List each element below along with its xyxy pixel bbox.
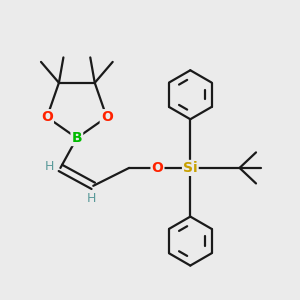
Text: H: H <box>44 160 54 173</box>
Text: O: O <box>152 161 164 175</box>
Text: O: O <box>41 110 53 124</box>
Text: B: B <box>71 131 82 145</box>
Text: Si: Si <box>183 161 198 175</box>
Text: H: H <box>87 192 97 205</box>
Text: O: O <box>101 110 112 124</box>
